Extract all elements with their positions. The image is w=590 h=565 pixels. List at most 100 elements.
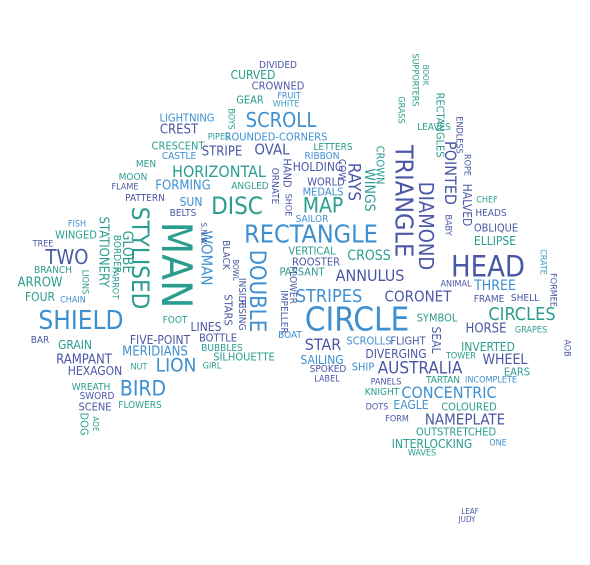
word-ribbon: RIBBON: [304, 151, 340, 162]
word-rooster: ROOSTER: [292, 255, 340, 269]
word-waves: WAVES: [407, 448, 437, 459]
word-forming: FORMING: [155, 178, 211, 194]
word-judy: JUDY: [458, 515, 476, 524]
word-bottle: BOTTLE: [198, 331, 238, 345]
word-halved: HALVED: [460, 183, 474, 227]
word-lion: LION: [155, 354, 197, 377]
word-book: BOOK: [421, 64, 430, 86]
word-arrow: ARROW: [17, 275, 63, 291]
word-sailing: SAILING: [300, 353, 344, 367]
word-chain: CHAIN: [60, 295, 86, 306]
word-vertical: VERTICAL: [288, 244, 336, 258]
word-passant: PASSANT: [279, 265, 325, 279]
word-lions: LIONS: [79, 269, 90, 295]
word-wreath: WREATH: [71, 382, 111, 393]
word-holding: HOLDING: [292, 160, 344, 174]
word-flame: FLAME: [111, 182, 139, 193]
word-sword: SWORD: [79, 391, 115, 402]
word-letters: LETTERS: [313, 142, 353, 153]
word-horizontal: HORIZONTAL: [172, 162, 266, 181]
word-crescent: CRESCENT: [151, 139, 205, 153]
word-tartan: TARTAN: [426, 375, 460, 386]
word-head: HEAD: [450, 249, 526, 284]
word-silhouette: SILHOUETTE: [213, 350, 275, 364]
word-three: THREE: [474, 278, 516, 294]
word-winged: WINGED: [55, 228, 97, 242]
word-stripe: STRIPE: [201, 144, 243, 160]
word-shell: SHELL: [510, 293, 540, 304]
word-girl: GIRL: [202, 361, 222, 372]
word-medals: MEDALS: [302, 185, 344, 199]
word-tower: TOWER: [445, 351, 477, 362]
word-cross: CROSS: [347, 248, 391, 264]
word-label: LABEL: [314, 374, 340, 385]
word-grapes: GRAPES: [514, 325, 548, 336]
word-sun: SUN: [179, 195, 203, 209]
word-white: WHITE: [272, 99, 300, 110]
word-heads: HEADS: [475, 208, 507, 219]
word-dog: DOG: [77, 412, 91, 436]
word-wheel: WHEEL: [482, 352, 528, 368]
word-divided: DIVIDED: [259, 60, 297, 71]
word-boat: BOAT: [278, 330, 302, 341]
word-scene: SCENE: [78, 400, 112, 414]
word-seal: SEAL: [429, 326, 443, 354]
word-world: WORLD: [307, 175, 345, 189]
word-rounded-corners: ROUNDED-CORNERS: [224, 130, 328, 144]
word-rectangle: RECTANGLE: [244, 219, 378, 249]
word-moon: MOON: [118, 172, 148, 183]
word-supporters: SUPPORTERS: [409, 53, 420, 107]
word-castle: CASTLE: [161, 151, 197, 162]
word-frame: FRAME: [473, 294, 505, 305]
word-leaf: LEAF: [461, 507, 479, 516]
word-dots: DOTS: [365, 402, 389, 413]
word-two: TWO: [45, 245, 89, 269]
word-inverted: INVERTED: [461, 340, 515, 354]
word-oval: OVAL: [254, 140, 290, 159]
word-belts: BELTS: [169, 208, 197, 219]
word-fruit: FRUIT: [277, 91, 301, 102]
word-bowl: BOWL: [231, 259, 240, 281]
word-flower: FLOWER: [287, 266, 298, 304]
word-scrolls: SCROLLS: [346, 334, 392, 348]
word-fish: FISH: [67, 219, 87, 230]
word-crowned: CROWNED: [251, 79, 305, 93]
word-diverging: DIVERGING: [365, 347, 427, 361]
word-ornate: ORNATE: [269, 167, 280, 205]
word-formee: FORMEE: [547, 273, 558, 307]
word-shoe: SHOE: [282, 193, 293, 217]
word-ade: ADE: [91, 416, 100, 432]
word-stationery: STATIONERY: [95, 216, 111, 288]
word-one: ONE: [489, 438, 507, 449]
word-bird: BIRD: [119, 376, 167, 401]
word-grass: GRASS: [395, 96, 406, 124]
word-rope: ROPE: [461, 154, 472, 176]
word-concentric: CONCENTRIC: [401, 383, 497, 402]
word-five-point: FIVE-POINT: [129, 333, 191, 347]
word-knight: KNIGHT: [364, 387, 400, 398]
word-rays: RAYS: [343, 162, 364, 202]
word-ears: EARS: [503, 365, 531, 379]
word-flowers: FLOWERS: [118, 400, 162, 411]
word-boys: BOYS: [225, 108, 236, 130]
word-black: BLACK: [220, 240, 231, 270]
word-stripes: STRIPES: [295, 286, 363, 307]
word-hand: HAND: [280, 158, 294, 188]
word-man: MAN: [152, 221, 201, 309]
word-snw: S.N.W.: [199, 222, 208, 246]
word-circles: CIRCLES: [488, 304, 556, 325]
word-star: STAR: [304, 335, 342, 354]
word-lightning: LIGHTNING: [159, 111, 215, 125]
word-symbol: SYMBOL: [416, 311, 458, 325]
word-diamond: DIAMOND: [414, 181, 438, 271]
word-horse: HORSE: [465, 321, 507, 337]
word-men: MEN: [135, 159, 157, 170]
word-hexagon: HEXAGON: [67, 364, 123, 378]
word-annulus: ANNULUS: [335, 266, 405, 285]
word-form: FORM: [385, 414, 409, 425]
word-triangle: TRIANGLE: [389, 144, 419, 258]
word-panels: PANELS: [370, 377, 402, 388]
word-parrot: PARROT: [109, 266, 120, 300]
word-outstretched: OUTSTRETCHED: [415, 425, 497, 439]
